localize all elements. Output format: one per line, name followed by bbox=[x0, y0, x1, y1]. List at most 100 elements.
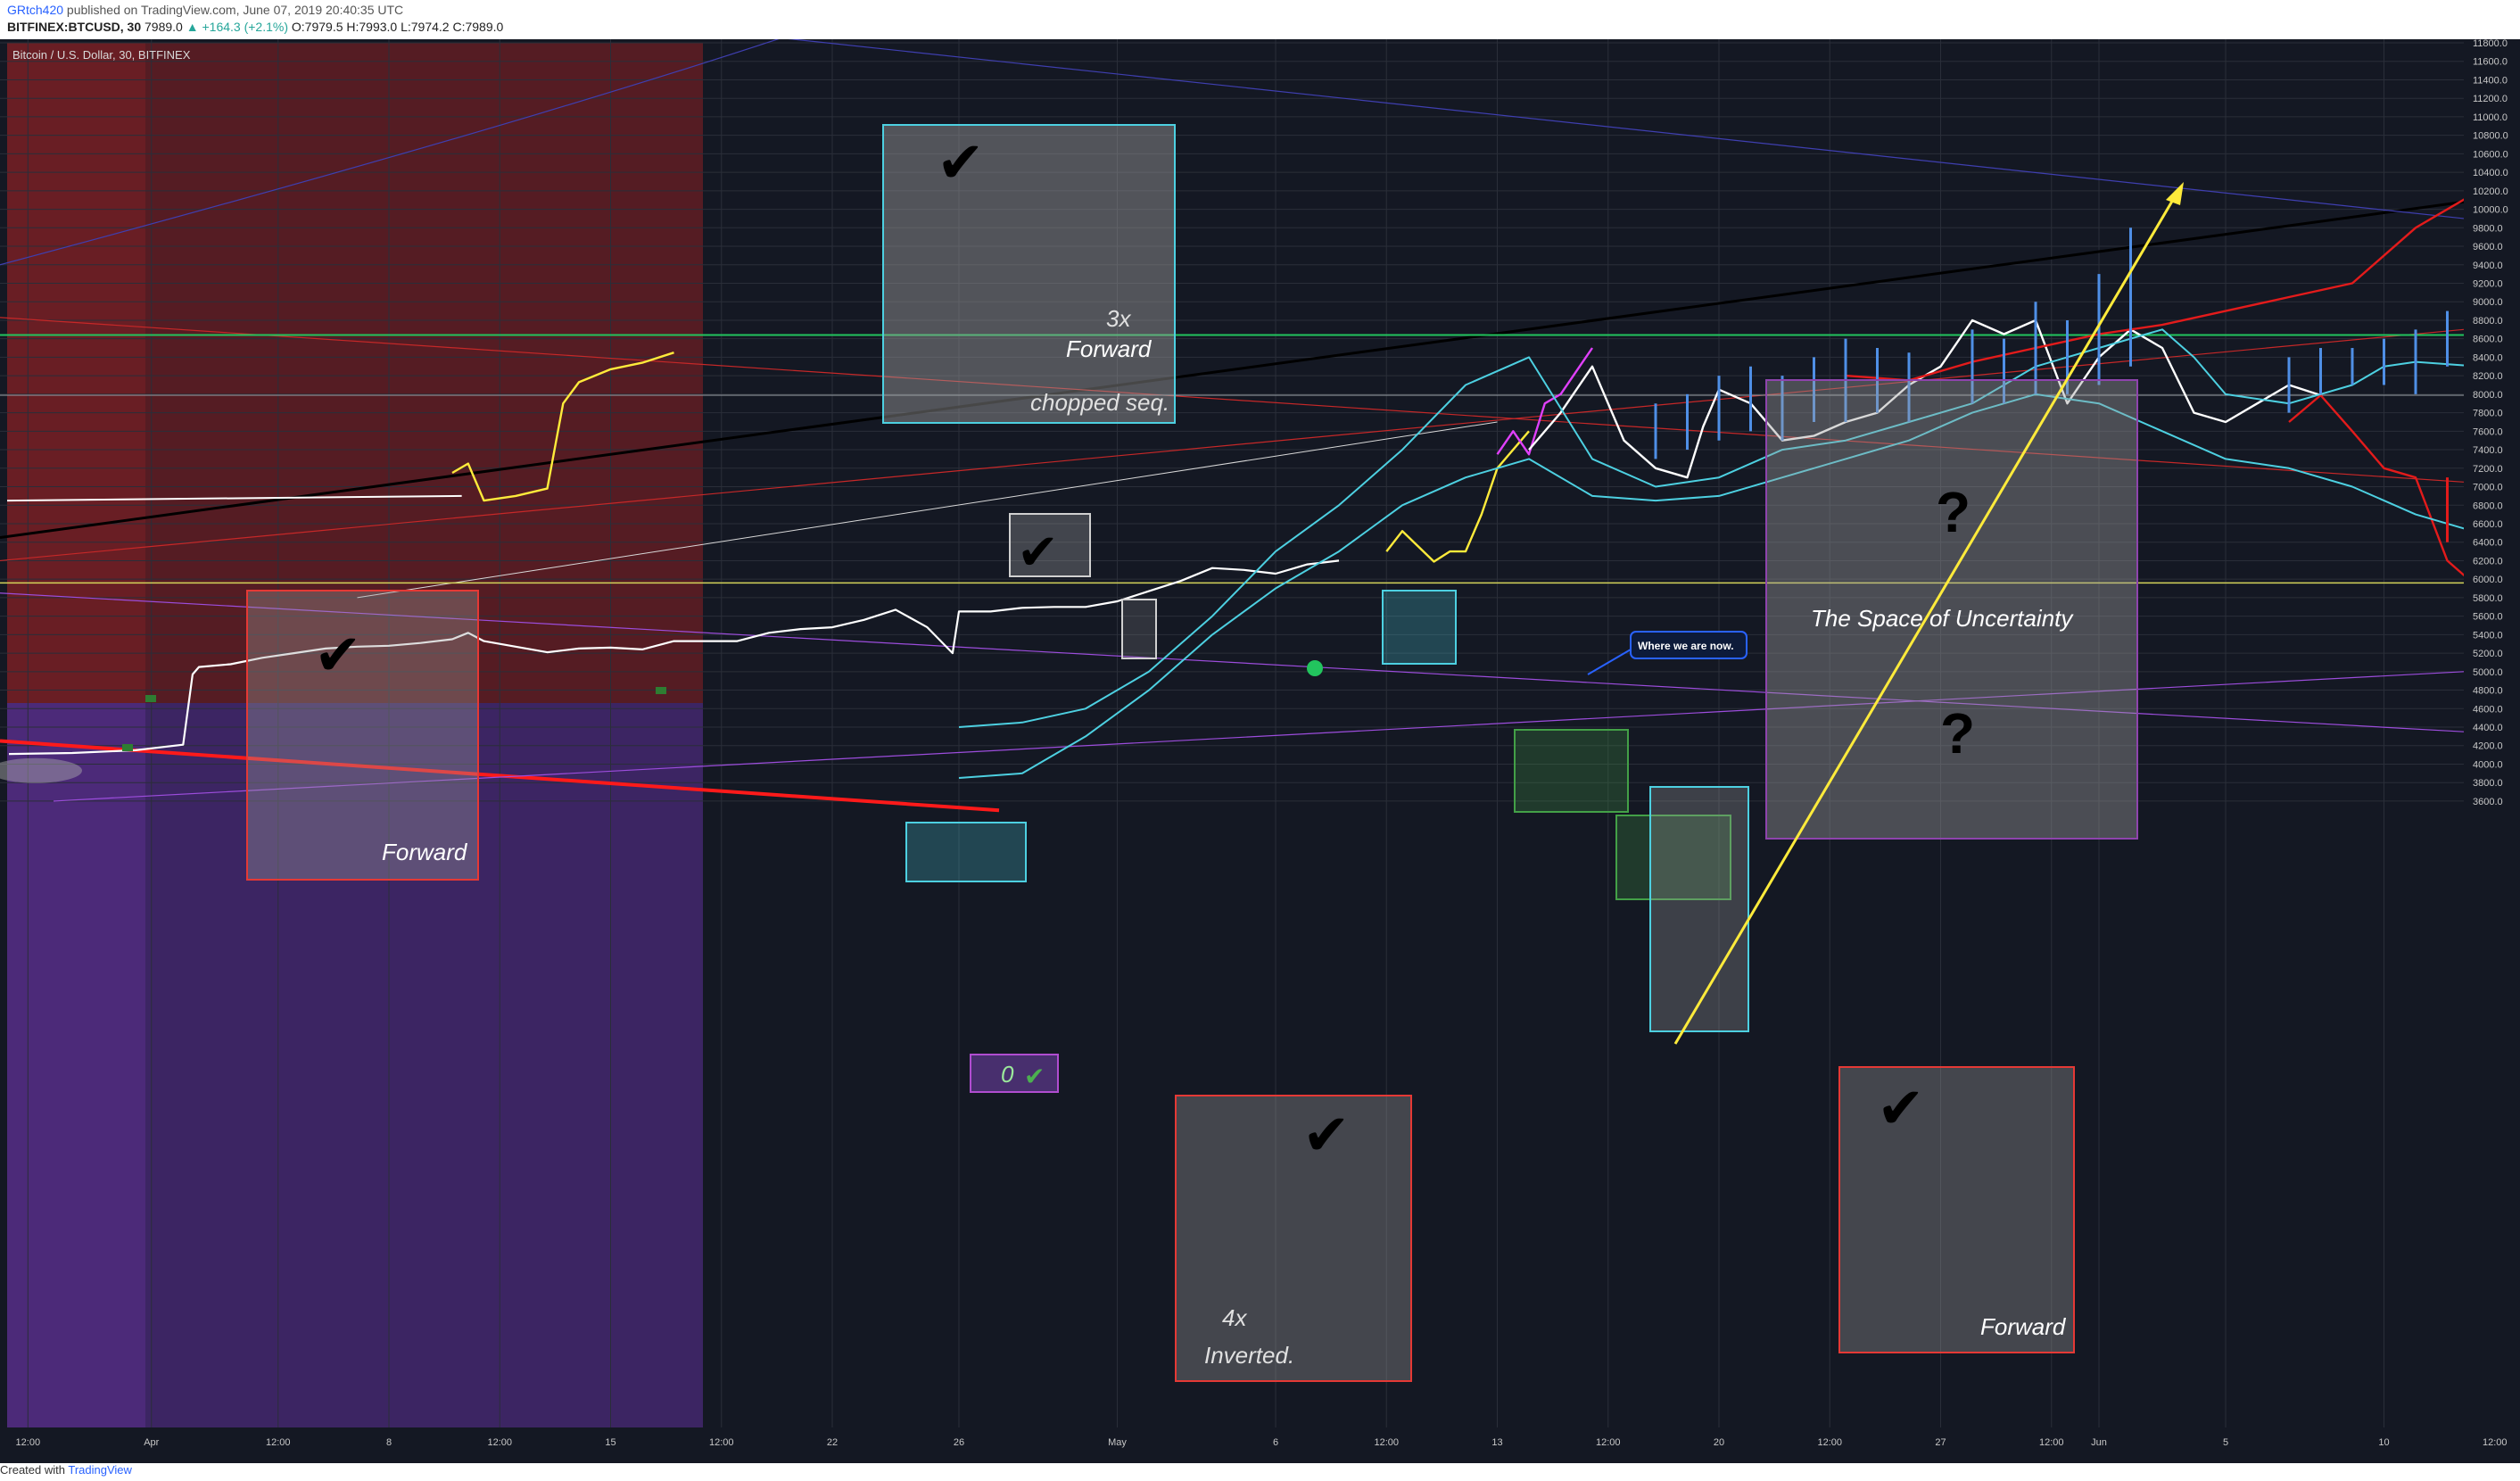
x-tick-label: 26 bbox=[954, 1437, 964, 1448]
label-3x: 3x bbox=[1106, 305, 1131, 332]
y-tick-label: 11200.0 bbox=[2473, 94, 2508, 104]
chart-header: GRtch420 published on TradingView.com, J… bbox=[0, 0, 2520, 39]
check-icon: ✔ bbox=[1017, 524, 1059, 580]
green-flag bbox=[656, 687, 666, 694]
y-tick-label: 8800.0 bbox=[2473, 316, 2503, 327]
y-tick-label: 9200.0 bbox=[2473, 278, 2503, 289]
callout-pointer bbox=[1587, 649, 1632, 675]
box-forward-left bbox=[246, 590, 479, 881]
band-lower-cyan bbox=[958, 393, 2520, 779]
box-green-2 bbox=[1615, 815, 1731, 900]
y-tick-label: 11800.0 bbox=[2473, 39, 2508, 49]
y-tick-label: 10200.0 bbox=[2473, 186, 2508, 197]
y-tick-label: 5200.0 bbox=[2473, 649, 2503, 659]
y-tick-label: 10400.0 bbox=[2473, 168, 2508, 178]
label-question-top: ? bbox=[1936, 480, 1971, 544]
x-tick-label: 20 bbox=[1714, 1437, 1724, 1448]
label-uncertainty: The Space of Uncertainty bbox=[1811, 605, 2074, 632]
x-tick-label: 8 bbox=[386, 1437, 392, 1448]
box-cyan-small bbox=[905, 822, 1027, 882]
y-tick-label: 4200.0 bbox=[2473, 741, 2503, 752]
price-change: ▲ +164.3 (+2.1%) bbox=[186, 20, 288, 34]
y-tick-label: 7200.0 bbox=[2473, 464, 2503, 475]
label-forward-top: Forward bbox=[1066, 335, 1153, 362]
y-tick-label: 7000.0 bbox=[2473, 483, 2503, 493]
box-zero bbox=[970, 1054, 1059, 1093]
x-tick-label: 5 bbox=[2223, 1437, 2228, 1448]
y-tick-label: 9600.0 bbox=[2473, 242, 2503, 252]
red-trendline-lower bbox=[0, 739, 1000, 813]
y-tick-label: 8000.0 bbox=[2473, 390, 2503, 401]
price-series-yellow bbox=[1385, 430, 1530, 563]
footer: Created with TradingView bbox=[0, 1463, 2520, 1481]
box-green-1 bbox=[1514, 729, 1629, 813]
gray-ellipse bbox=[0, 757, 82, 783]
band-upper-cyan bbox=[958, 328, 2520, 728]
label-question-bottom: ? bbox=[1940, 701, 1975, 765]
label-forward-right: Forward bbox=[1980, 1313, 2067, 1340]
symbol-line: BITFINEX:BTCUSD, 30 7989.0 ▲ +164.3 (+2.… bbox=[7, 20, 503, 34]
y-tick-label: 6200.0 bbox=[2473, 556, 2503, 567]
y-tick-label: 9400.0 bbox=[2473, 261, 2503, 271]
x-tick-label: 12:00 bbox=[16, 1437, 41, 1448]
purple-zone-dark bbox=[7, 703, 145, 1461]
red-zone-dark bbox=[7, 43, 145, 703]
y-tick-label: 6000.0 bbox=[2473, 575, 2503, 585]
x-tick-label: 12:00 bbox=[1374, 1437, 1399, 1448]
x-axis-ticks: 12:00 Apr 12:00 8 12:00 15 12:00 22 26 May 6 12:00 1… bbox=[16, 1437, 2508, 1448]
y-axis-ticks: 3600.0 3800.0 4000.0 4200.0 4400.0 4600.0 4800… bbox=[2473, 38, 2508, 807]
x-tick-label: Jun bbox=[2091, 1437, 2107, 1448]
black-trendline bbox=[0, 200, 2465, 540]
last-price: 7989.0 bbox=[145, 20, 183, 34]
y-tick-label: 10600.0 bbox=[2473, 149, 2508, 160]
publish-info: published on TradingView.com, June 07, 2… bbox=[63, 3, 404, 17]
y-tick-label: 5800.0 bbox=[2473, 593, 2503, 604]
time-axis[interactable] bbox=[0, 1427, 2520, 1463]
horizontal-levels bbox=[0, 334, 2464, 584]
x-tick-label: 13 bbox=[1491, 1437, 1502, 1448]
y-tick-label: 7400.0 bbox=[2473, 445, 2503, 456]
x-tick-label: May bbox=[1108, 1437, 1127, 1448]
ohlc-values: O:7979.5 H:7993.0 L:7974.2 C:7989.0 bbox=[291, 20, 504, 34]
box-uncertainty bbox=[1765, 379, 2138, 840]
y-tick-label: 9800.0 bbox=[2473, 223, 2503, 234]
x-tick-label: 15 bbox=[605, 1437, 616, 1448]
label-zero: 0 bbox=[1001, 1061, 1014, 1088]
x-tick-label: Apr bbox=[144, 1437, 159, 1448]
publish-line: GRtch420 published on TradingView.com, J… bbox=[7, 3, 403, 17]
author-link[interactable]: GRtch420 bbox=[7, 3, 64, 17]
purple-trendline-rising bbox=[53, 671, 2465, 802]
tradingview-brand[interactable]: TradingView bbox=[68, 1463, 132, 1477]
price-axis[interactable] bbox=[2464, 39, 2520, 1431]
y-tick-label: 11000.0 bbox=[2473, 112, 2508, 123]
annotations: ✔ Forward ✔ 3x Forward chopped seq. ✔ 0 ✔ ✔ 4x Inve… bbox=[122, 124, 2517, 1382]
box-small-check bbox=[1009, 513, 1091, 577]
y-tick-label: 7800.0 bbox=[2473, 409, 2503, 419]
box-cyan-small-2 bbox=[1382, 590, 1457, 665]
y-tick-label: 4400.0 bbox=[2473, 723, 2503, 733]
zero-check-icon: ✔ bbox=[1024, 1063, 1045, 1090]
box-forward-right bbox=[1838, 1066, 2075, 1353]
y-tick-label: 4600.0 bbox=[2473, 704, 2503, 715]
x-tick-label: 22 bbox=[827, 1437, 838, 1448]
y-tick-label: 3800.0 bbox=[2473, 778, 2503, 789]
label-4x: 4x bbox=[1222, 1304, 1247, 1331]
y-tick-label: 8400.0 bbox=[2473, 352, 2503, 363]
y-tick-label: 6800.0 bbox=[2473, 501, 2503, 511]
box-chopped-seq bbox=[882, 124, 1176, 424]
y-tick-label: 11400.0 bbox=[2473, 75, 2508, 86]
y-tick-label: 6400.0 bbox=[2473, 538, 2503, 549]
blue-diagonal bbox=[739, 33, 2465, 219]
x-tick-label: 12:00 bbox=[1596, 1437, 1621, 1448]
y-tick-label: 5400.0 bbox=[2473, 630, 2503, 641]
trend-lines bbox=[0, 0, 2465, 813]
created-with: Created with bbox=[0, 1463, 69, 1477]
red-trendline-upper bbox=[0, 317, 2465, 483]
x-tick-label: 12:00 bbox=[266, 1437, 291, 1448]
green-flag bbox=[145, 695, 156, 702]
projection-series-red bbox=[2288, 393, 2520, 590]
check-icon: ✔ bbox=[937, 130, 985, 194]
white-pointer-line bbox=[6, 494, 462, 502]
